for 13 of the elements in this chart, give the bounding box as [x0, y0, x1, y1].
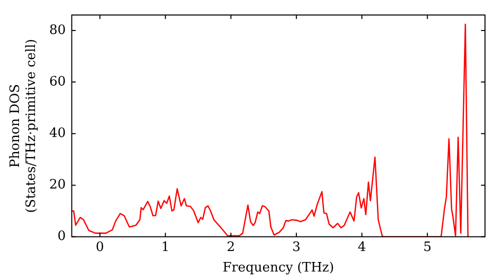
- y-tick-label: 20: [49, 178, 66, 193]
- y-tick-label: 0: [57, 229, 66, 244]
- x-tick-label: 3: [292, 240, 301, 255]
- y-tick-label: 40: [49, 126, 66, 142]
- x-tick-label: 1: [161, 240, 170, 255]
- x-tick-label: 2: [226, 240, 236, 255]
- y-tick-label: 80: [49, 22, 66, 38]
- x-tick-label: 5: [423, 240, 432, 255]
- x-axis-title: Frequency (THz): [222, 260, 334, 276]
- y-tick-label: 60: [49, 74, 66, 90]
- y-axis-title: Phonon DOS (States/THz·primitive cell): [8, 38, 39, 213]
- x-tick-label: 0: [96, 240, 104, 255]
- x-tick-label: 4: [358, 240, 366, 255]
